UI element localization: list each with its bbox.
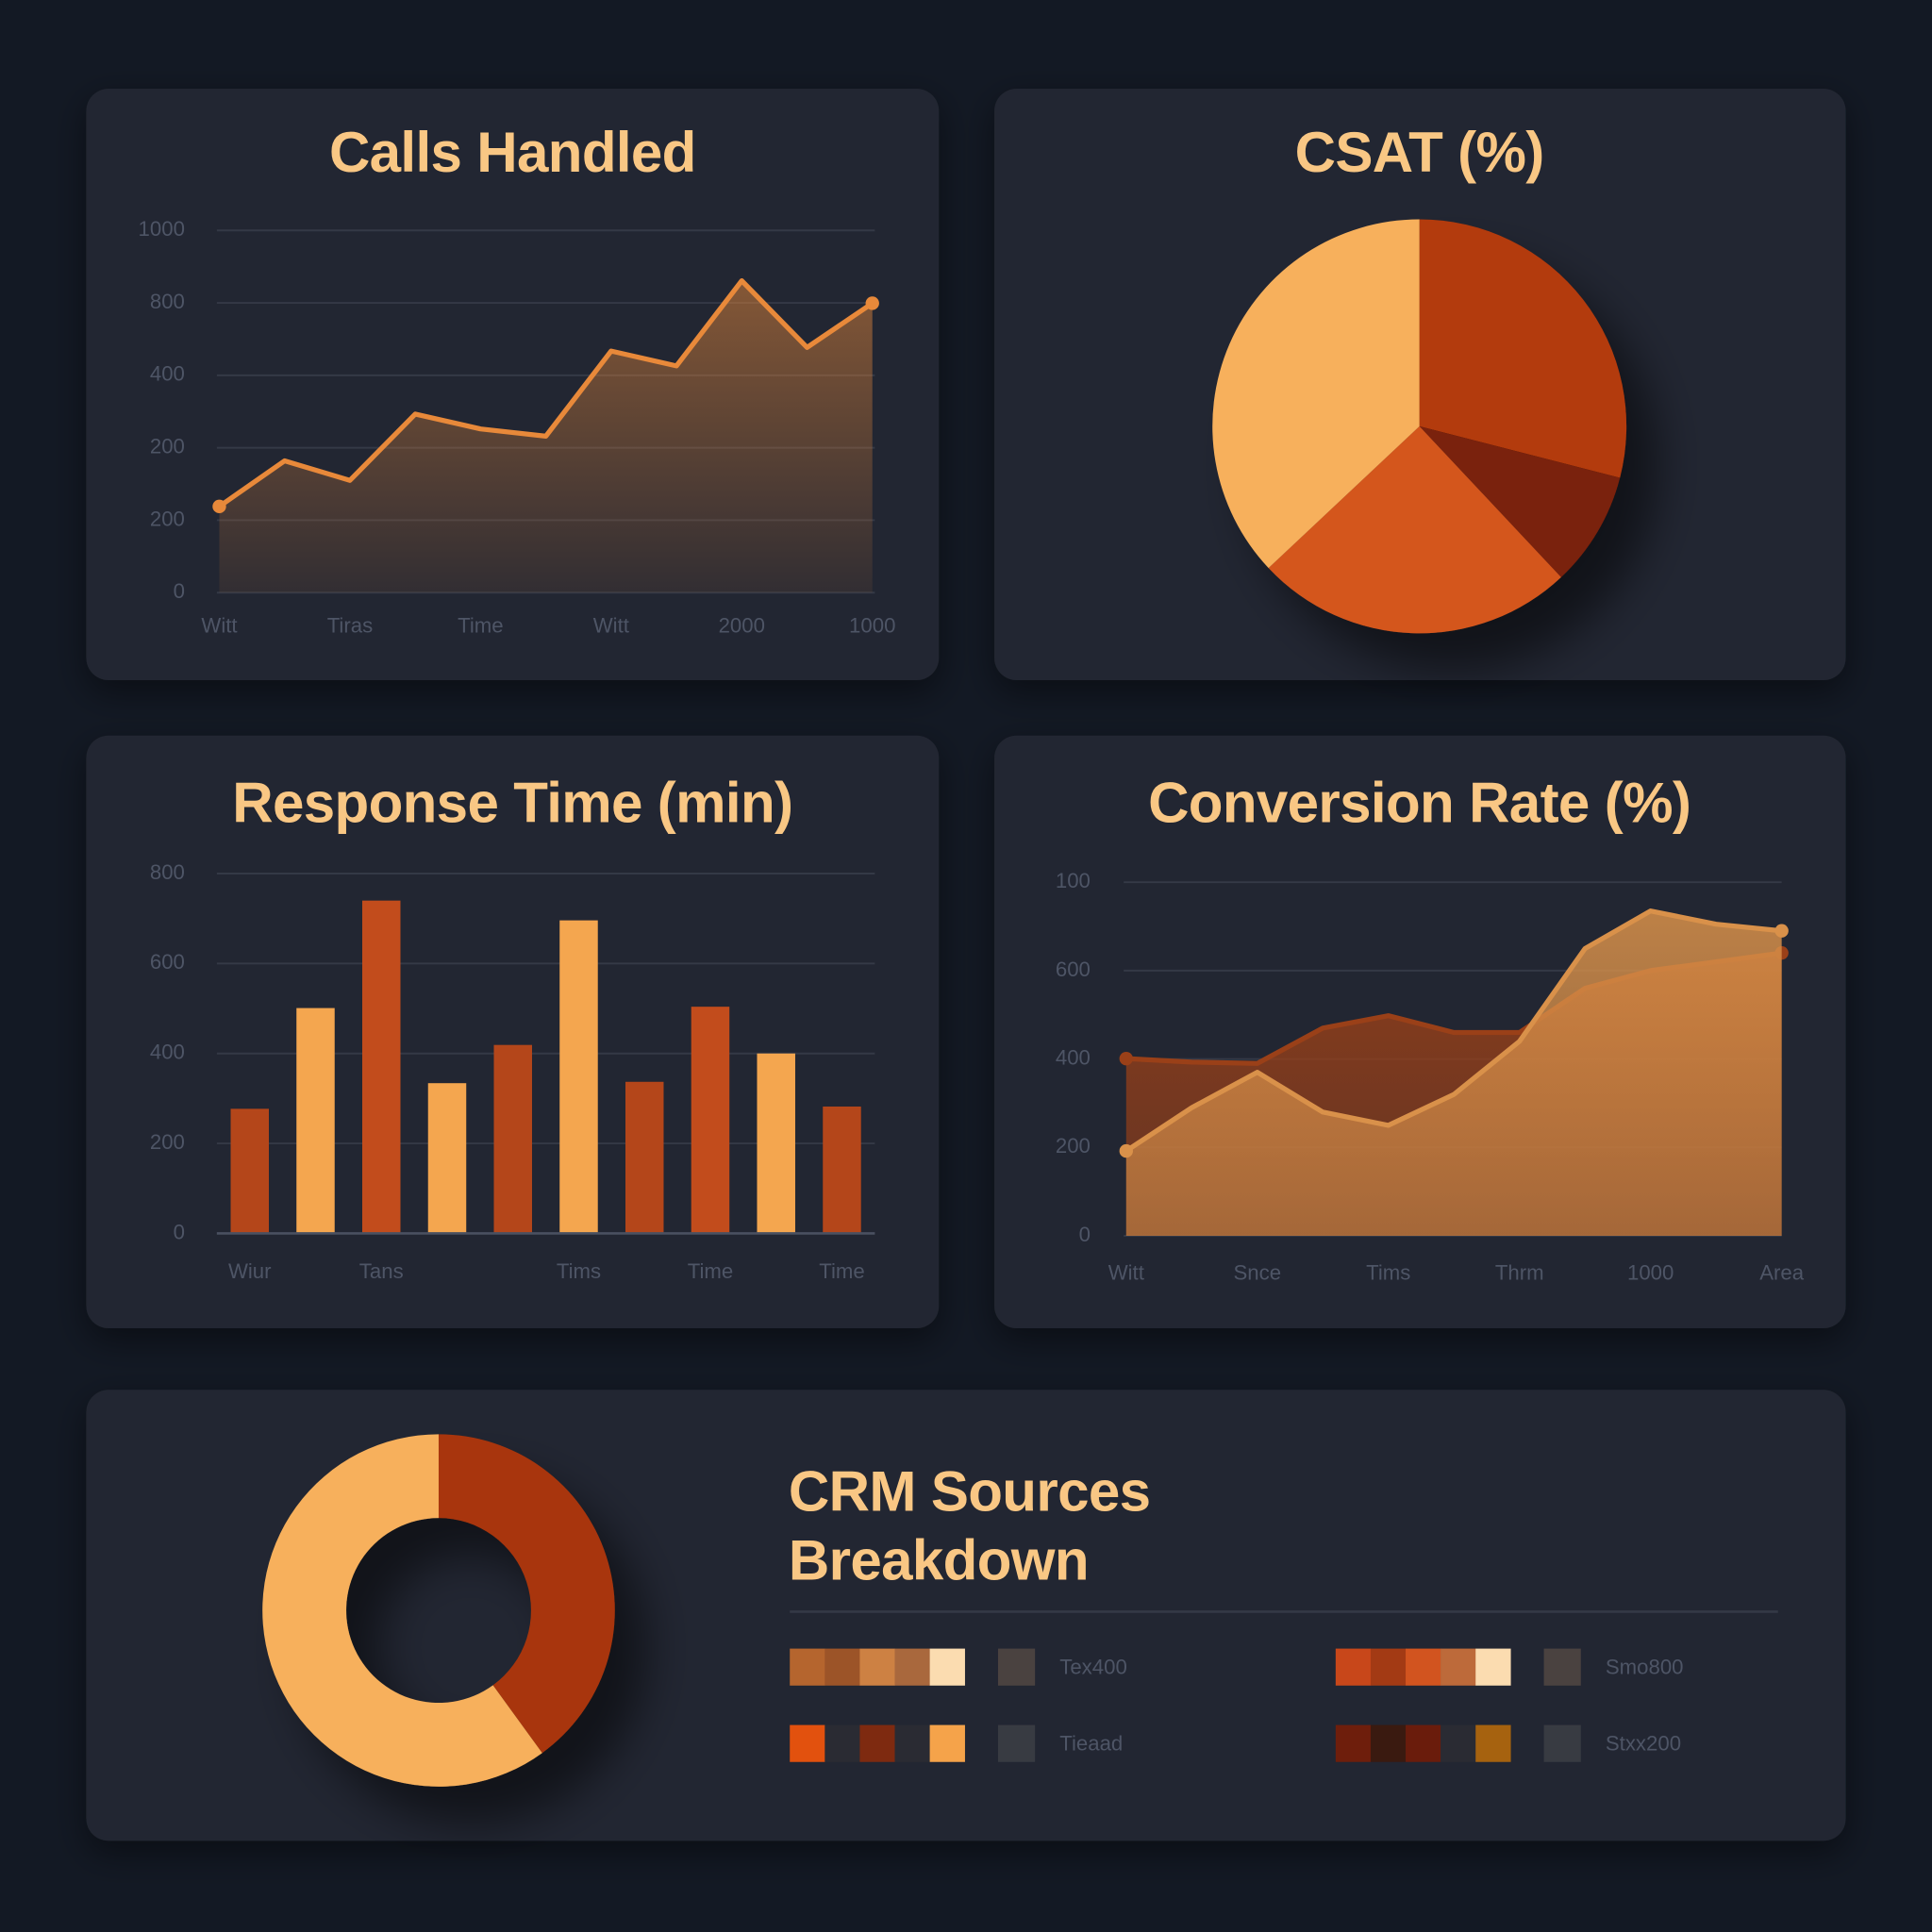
x-tick-label: Tiras <box>327 614 373 638</box>
x-tick-label: Tims <box>1366 1260 1410 1284</box>
legend-swatch <box>1543 1648 1581 1686</box>
y-tick-label: 800 <box>150 290 185 313</box>
x-tick-label: 1000 <box>1627 1260 1674 1284</box>
bar <box>559 920 598 1234</box>
y-tick-label: 0 <box>174 579 185 603</box>
chart-title-box: CRM Sources Breakdown <box>788 1458 1151 1592</box>
chart-title: CRM Sources Breakdown <box>788 1458 1151 1592</box>
area-fill <box>1125 910 1782 1237</box>
legend-swatch <box>997 1648 1036 1686</box>
slice <box>438 1434 615 1754</box>
slice <box>262 1434 542 1787</box>
legend-swatch <box>1441 1724 1476 1762</box>
slice <box>1419 425 1621 577</box>
bar <box>691 1007 730 1234</box>
y-tick-label: 600 <box>1056 958 1091 981</box>
legend-swatch <box>894 1648 930 1686</box>
x-tick-label: 1000 <box>849 614 895 638</box>
y-tick-label: 600 <box>150 950 185 974</box>
point <box>1774 924 1789 938</box>
x-tick-label: Witt <box>201 614 237 638</box>
x-tick-label: Witt <box>1108 1260 1144 1284</box>
legend-swatch <box>997 1724 1036 1762</box>
legend-swatch <box>859 1724 895 1762</box>
y-tick-label: 200 <box>150 1130 185 1154</box>
x-tick-label: Snce <box>1233 1260 1281 1284</box>
y-tick-label: 100 <box>1056 869 1091 892</box>
legend-swatch <box>894 1724 930 1762</box>
x-tick-label: Tans <box>359 1259 404 1283</box>
bar <box>757 1053 795 1234</box>
line <box>1124 908 1782 1154</box>
bar <box>230 1108 269 1234</box>
bar <box>625 1081 664 1234</box>
legend-swatch <box>1441 1648 1476 1686</box>
bar <box>362 900 401 1234</box>
pie <box>1212 219 1627 634</box>
legend-label: Smo800 <box>1606 1655 1684 1678</box>
bar <box>823 1106 861 1234</box>
x-tick-label: Area <box>1759 1260 1805 1284</box>
x-tick-label: Time <box>688 1259 733 1283</box>
y-tick-label: 1000 <box>139 217 185 241</box>
chart-title: Conversion Rate (%) <box>1148 771 1690 834</box>
y-tick-label: 200 <box>1056 1134 1091 1158</box>
x-tick-label: Tims <box>557 1259 601 1283</box>
bar <box>427 1083 467 1234</box>
line <box>217 278 874 508</box>
legend-swatch <box>1475 1648 1511 1686</box>
slice <box>1419 219 1627 478</box>
bar <box>493 1044 532 1234</box>
legend-swatch <box>824 1648 860 1686</box>
legend-swatch <box>1370 1648 1407 1686</box>
legend-swatch <box>790 1648 825 1686</box>
y-tick-label: 200 <box>150 435 185 458</box>
x-tick-label: Time <box>458 614 503 638</box>
point <box>1119 1143 1133 1158</box>
legend-swatch <box>1475 1724 1511 1762</box>
x-tick-label: Time <box>819 1259 864 1283</box>
legend-swatch <box>1406 1724 1441 1762</box>
slice <box>1212 219 1420 569</box>
y-tick-label: 0 <box>1079 1223 1091 1246</box>
x-tick-label: Thrm <box>1495 1260 1544 1284</box>
bar <box>296 1008 335 1234</box>
chart-title: Response Time (min) <box>232 771 792 834</box>
legend-swatch <box>824 1724 860 1762</box>
legend-swatch <box>1370 1724 1407 1762</box>
point <box>212 499 226 514</box>
y-tick-label: 0 <box>174 1220 185 1243</box>
legend-label: Tieaad <box>1059 1731 1123 1755</box>
legend-swatch <box>929 1648 965 1686</box>
point <box>865 296 879 310</box>
y-tick-label: 200 <box>150 507 185 530</box>
y-tick-label: 800 <box>150 860 185 884</box>
legend-swatch <box>929 1724 965 1762</box>
pie <box>262 1434 615 1787</box>
chart-title: CSAT (%) <box>1295 121 1544 184</box>
legend-label: Tex400 <box>1059 1655 1127 1678</box>
legend-label: Stxx200 <box>1606 1731 1681 1755</box>
point <box>1119 1051 1133 1066</box>
chart-title: Calls Handled <box>329 121 696 184</box>
legend-swatch <box>1335 1724 1372 1762</box>
legend-swatch <box>1543 1724 1581 1762</box>
legend-swatch <box>1335 1648 1372 1686</box>
y-tick-label: 400 <box>150 362 185 386</box>
y-tick-label: 400 <box>150 1041 185 1064</box>
slice <box>1268 425 1561 634</box>
x-tick-label: Witt <box>593 614 629 638</box>
legend-swatch <box>790 1724 825 1762</box>
y-tick-label: 400 <box>1056 1045 1091 1069</box>
x-tick-label: 2000 <box>719 614 765 638</box>
legend-swatch <box>1406 1648 1441 1686</box>
x-tick-label: Wiur <box>228 1259 272 1283</box>
legend-swatch <box>859 1648 895 1686</box>
